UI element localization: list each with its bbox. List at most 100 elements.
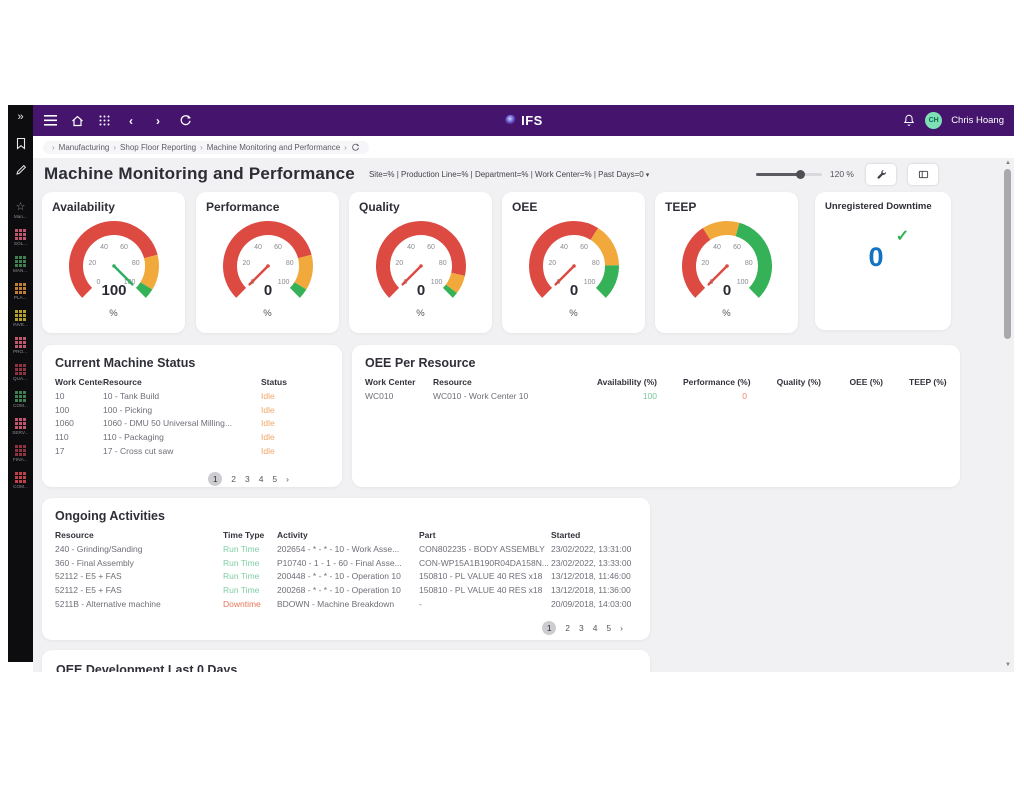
zoom-slider-handle[interactable] xyxy=(795,169,805,179)
table-cell: 10 xyxy=(55,390,65,401)
vertical-scrollbar[interactable]: ▲ ▼ xyxy=(1003,160,1013,668)
sidebar-item[interactable]: FINA... xyxy=(10,445,31,463)
user-name[interactable]: Chris Hoang xyxy=(951,115,1004,126)
forward-icon[interactable]: › xyxy=(156,113,160,128)
table-cell: - xyxy=(419,598,422,609)
page-title: Machine Monitoring and Performance xyxy=(44,164,355,183)
table-cell: 240 - Grinding/Sanding xyxy=(55,543,143,554)
scrollbar-thumb[interactable] xyxy=(1004,169,1011,339)
sidebar-item[interactable]: SERV... xyxy=(10,418,31,436)
table-row[interactable]: 240 - Grinding/Sanding Run Time 202654 - *… xyxy=(55,543,637,557)
column-header: Quality (%) xyxy=(776,377,821,387)
expand-sidebar-icon[interactable]: » xyxy=(17,111,24,123)
menu-icon[interactable] xyxy=(43,114,57,128)
sidebar-item[interactable]: PRO... xyxy=(10,337,31,355)
table-row[interactable]: 17 17 - Cross cut saw Idle xyxy=(55,445,329,459)
sidebar-item[interactable]: ☆ Man... xyxy=(10,202,31,220)
layout-panel-button[interactable] xyxy=(908,163,938,185)
sidebar-item[interactable]: COM... xyxy=(10,472,31,490)
unregistered-downtime-card: Unregistered Downtime ✓ 0 xyxy=(815,192,951,330)
card-title: TEEP xyxy=(665,200,697,214)
page-button[interactable]: 1 xyxy=(208,471,223,486)
page-button[interactable]: 2 xyxy=(565,622,570,633)
page-button[interactable]: 5 xyxy=(606,622,612,633)
table-row[interactable]: 52112 - E5 + FAS Run Time 200268 - * - * -… xyxy=(55,584,637,598)
sidebar-item-label: COM... xyxy=(13,484,28,490)
machine-status-table: Work Center Resource Status 10 10 - Tank Bui… xyxy=(55,376,329,459)
table-cell: 13/12/2018, 11:36:00 xyxy=(551,585,631,596)
sidebar-item[interactable]: COM... xyxy=(10,391,31,409)
table-cell: P10740 - 1 - 1 - 60 - Final Asse... xyxy=(277,557,402,568)
next-page-button[interactable]: › xyxy=(620,622,623,633)
page-button[interactable]: 1 xyxy=(542,620,557,635)
star-icon: ☆ xyxy=(15,201,26,213)
page-button[interactable]: 2 xyxy=(231,473,236,484)
table-row[interactable]: 52112 - E5 + FAS Run Time 200448 - * - * -… xyxy=(55,570,637,584)
gauge-card-availability: Availability020406080100100% xyxy=(42,192,185,333)
table-cell: 17 xyxy=(55,445,65,456)
table-cell: 202654 - * - * - 10 - Work Asse... xyxy=(277,543,400,554)
home-icon[interactable] xyxy=(70,114,84,128)
table-row[interactable]: 360 - Final Assembly Run Time P10740 - 1 -… xyxy=(55,557,637,571)
next-page-button[interactable]: › xyxy=(286,473,289,484)
app-window: » ☆ Man... SOL... MAN... PLA... INVE... PRO...… xyxy=(8,105,1014,672)
breadcrumb-separator: › xyxy=(52,142,55,152)
table-cell: Run Time xyxy=(223,557,260,568)
table-header-row: Resource Time Type Activity Part Started xyxy=(55,529,637,543)
gauge-tick-label: 20 xyxy=(395,260,403,267)
avatar[interactable]: CH xyxy=(925,112,943,129)
gauge-tick-label: 60 xyxy=(120,244,128,251)
gauge-tick-label: 20 xyxy=(701,260,709,267)
table-row[interactable]: 10 10 - Tank Build Idle xyxy=(55,390,329,404)
table-row[interactable]: 100 100 - Picking Idle xyxy=(55,404,329,418)
page-button[interactable]: 4 xyxy=(592,622,598,633)
column-header: OEE (%) xyxy=(849,377,883,387)
gauge-tick-label: 0 xyxy=(96,279,100,286)
table-row[interactable]: 110 110 - Packaging Idle xyxy=(55,431,329,445)
page-button[interactable]: 5 xyxy=(272,473,278,484)
page-button[interactable]: 3 xyxy=(244,473,250,484)
bookmark-icon[interactable] xyxy=(15,137,27,150)
breadcrumb-item[interactable]: Machine Monitoring and Performance xyxy=(206,142,341,152)
refresh-icon[interactable] xyxy=(178,114,192,128)
breadcrumb-item[interactable]: Manufacturing xyxy=(58,142,110,152)
gauge-tick-label: 60 xyxy=(580,244,588,251)
table-row[interactable]: 1060 1060 - DMU 50 Universal Milling... Id… xyxy=(55,417,329,431)
table-cell: 23/02/2022, 13:31:00 xyxy=(551,543,632,554)
sidebar-item-label: PLA... xyxy=(14,295,27,301)
sidebar-item-label: MAN... xyxy=(13,268,28,274)
edit-pencil-icon[interactable] xyxy=(15,164,27,176)
chevron-down-icon: ▾ xyxy=(645,171,650,179)
table-cell xyxy=(909,390,947,404)
table-cell: CON-WP15A1B190R04DA158N... xyxy=(419,557,549,568)
table-cell: Idle xyxy=(261,404,275,415)
app-grid-icon xyxy=(15,391,26,402)
settings-wrench-button[interactable] xyxy=(866,163,896,185)
sidebar-item[interactable]: MAN... xyxy=(10,256,31,274)
page-button[interactable]: 3 xyxy=(578,622,584,633)
sidebar-item[interactable]: QUA... xyxy=(10,364,31,382)
notifications-bell-icon[interactable] xyxy=(902,114,916,128)
sidebar-item[interactable]: PLA... xyxy=(10,283,31,301)
page-button[interactable]: 4 xyxy=(258,473,264,484)
scroll-down-icon[interactable]: ▼ xyxy=(1005,662,1011,668)
scroll-up-icon[interactable]: ▲ xyxy=(1005,160,1011,166)
table-row[interactable]: 5211B - Alternative machine Downtime BDOWN… xyxy=(55,598,637,612)
table-cell: WC010 xyxy=(365,390,394,401)
table-cell: 150810 - PL VALUE 40 RES x18 xyxy=(419,571,543,582)
back-icon[interactable]: ‹ xyxy=(129,113,133,128)
sidebar-item[interactable]: INVE... xyxy=(10,310,31,328)
breadcrumb-item[interactable]: Shop Floor Reporting xyxy=(120,142,197,152)
filter-summary[interactable]: Site=% | Production Line=% | Department=… xyxy=(368,169,650,179)
breadcrumb-refresh-icon[interactable] xyxy=(351,143,360,152)
table-cell xyxy=(847,390,909,404)
app-launcher-icon[interactable] xyxy=(97,114,111,128)
zoom-slider[interactable] xyxy=(755,169,822,179)
sidebar-item[interactable]: SOL... xyxy=(10,229,31,247)
gauge-tick-label: 80 xyxy=(285,260,293,267)
table-row[interactable]: WC010 WC010 - Work Center 10 100 0 xyxy=(365,390,947,404)
gauge-tick-label: 60 xyxy=(274,244,282,251)
gauge-tick-label: 100 xyxy=(583,279,595,286)
table-cell: 10 - Tank Build xyxy=(103,390,160,401)
pagination: 1 2 3 4 5 › xyxy=(55,471,329,486)
